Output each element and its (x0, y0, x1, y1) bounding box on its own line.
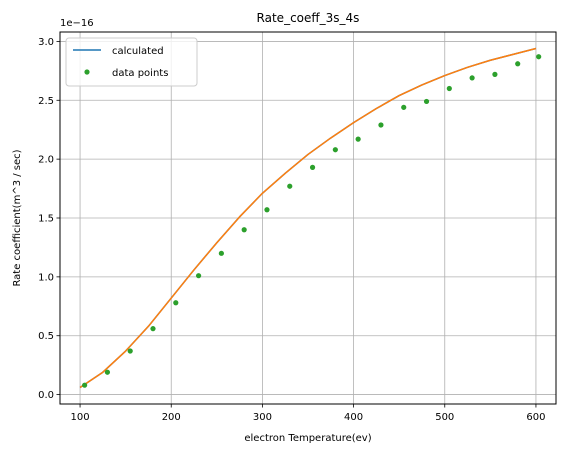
y-tick-label: 1.5 (38, 214, 54, 225)
ticks: 100 200 300 400 500 600 0.0 0.5 1.0 1.5 2.0 2.5 3.0 (38, 37, 545, 423)
data-point (241, 227, 247, 233)
y-tick-label: 2.5 (38, 96, 54, 107)
x-tick-label: 100 (71, 412, 90, 423)
series-layer (79, 47, 542, 389)
y-tick-label: 3.0 (38, 37, 54, 48)
series-line-1 (79, 47, 537, 389)
data-point (378, 122, 384, 128)
data-point (536, 54, 542, 60)
y-tick-label: 2.0 (38, 155, 54, 166)
data-point (104, 369, 111, 375)
data-point (127, 348, 133, 354)
y-tick-label: 0.0 (38, 390, 54, 401)
data-point (287, 183, 293, 189)
grid (60, 32, 556, 404)
data-point (150, 326, 156, 332)
x-tick-label: 600 (526, 412, 545, 423)
data-point (332, 147, 338, 153)
data-point (469, 75, 475, 81)
x-tick-label: 400 (344, 412, 363, 423)
legend-marker-swatch (84, 69, 90, 75)
x-tick-label: 300 (253, 412, 272, 423)
data-point (264, 207, 270, 213)
y-axis-label: Rate coefficient(m^3 / sec) (12, 149, 23, 286)
x-axis-label: electron Temperature(ev) (244, 433, 371, 444)
data-point (423, 98, 430, 105)
data-point (82, 382, 88, 388)
data-point (309, 164, 316, 170)
data-point (401, 104, 407, 110)
data-point (446, 85, 452, 92)
data-point (173, 300, 179, 306)
legend: calculated data points (65, 37, 198, 87)
legend-label-data-points: data points (112, 68, 168, 79)
y-tick-label: 1.0 (38, 272, 54, 283)
data-point (195, 273, 202, 279)
x-tick-label: 200 (162, 412, 181, 423)
data-point (515, 61, 521, 67)
data-point (355, 136, 361, 142)
y-tick-label: 0.5 (38, 331, 54, 342)
chart-title: Rate_coeff_3s_4s (257, 11, 360, 25)
data-point (218, 250, 224, 256)
data-point (492, 71, 498, 77)
legend-label-calculated: calculated (112, 46, 164, 57)
y-offset-label: 1e−16 (60, 18, 94, 29)
x-tick-label: 500 (435, 412, 454, 423)
